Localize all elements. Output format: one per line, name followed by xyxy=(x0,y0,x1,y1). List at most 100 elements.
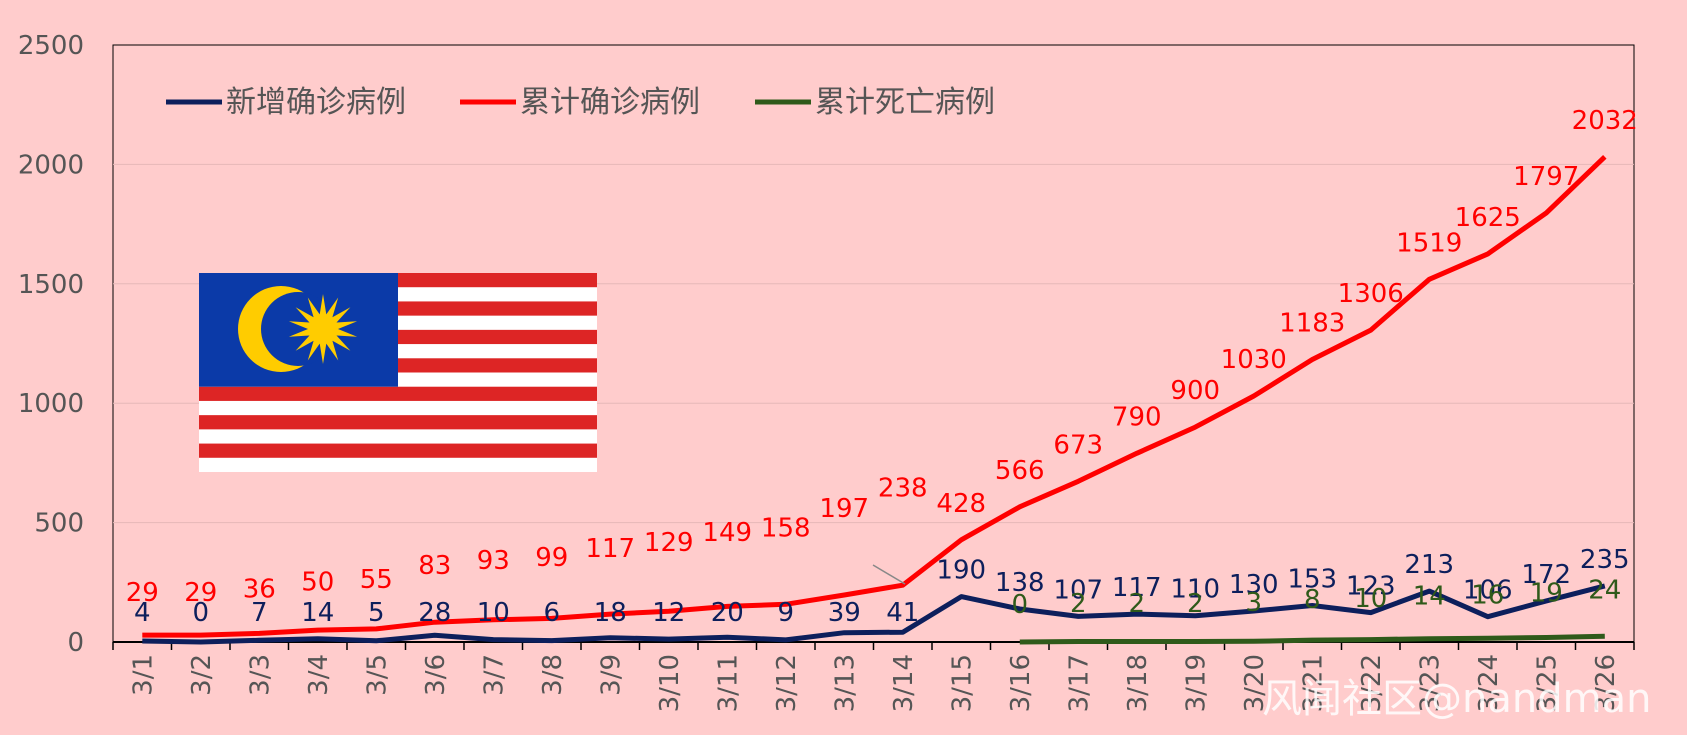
data-label: 172 xyxy=(1521,560,1571,590)
y-tick-label: 2000 xyxy=(18,150,84,180)
x-tick-label: 3/9 xyxy=(596,654,626,696)
data-label: 10 xyxy=(477,598,510,628)
data-label: 10 xyxy=(1354,584,1387,614)
data-label: 0 xyxy=(192,598,209,628)
data-label: 8 xyxy=(1304,585,1321,615)
star-icon xyxy=(288,294,358,364)
data-label: 1519 xyxy=(1396,228,1462,258)
data-label: 213 xyxy=(1404,550,1454,580)
data-label: 19 xyxy=(1530,579,1563,609)
data-label: 900 xyxy=(1170,376,1220,406)
x-tick-label: 3/26 xyxy=(1591,654,1621,712)
data-label: 12 xyxy=(652,598,685,628)
data-label: 6 xyxy=(543,598,560,628)
x-tick-label: 3/4 xyxy=(304,654,334,696)
x-tick-label: 3/13 xyxy=(830,654,860,712)
data-label: 130 xyxy=(1229,570,1279,600)
series-line xyxy=(142,583,1606,645)
x-tick-label: 3/14 xyxy=(889,654,919,712)
data-label: 55 xyxy=(360,565,393,595)
data-label: 2 xyxy=(1128,589,1145,619)
data-label: 2 xyxy=(1187,589,1204,619)
x-tick-label: 3/20 xyxy=(1240,654,1270,712)
x-tick-label: 3/17 xyxy=(1064,654,1094,712)
data-label: 197 xyxy=(819,494,869,524)
data-label: 50 xyxy=(301,568,334,598)
data-label: 238 xyxy=(878,474,928,504)
data-label: 129 xyxy=(644,528,694,558)
data-label: 99 xyxy=(535,543,568,573)
x-tick-label: 3/12 xyxy=(772,654,802,712)
x-tick-label: 3/3 xyxy=(245,654,275,696)
x-tick-label: 3/19 xyxy=(1181,654,1211,712)
data-label: 673 xyxy=(1053,430,1103,460)
x-tick-label: 3/8 xyxy=(538,654,568,696)
y-axis: 0 500 1000 1500 2000 2500 xyxy=(18,31,84,658)
data-label: 4 xyxy=(134,598,151,628)
x-tick-label: 3/21 xyxy=(1298,654,1328,712)
data-label: 1183 xyxy=(1279,308,1345,338)
data-label: 7 xyxy=(251,598,268,628)
legend-label: 累计确诊病例 xyxy=(520,85,700,120)
x-tick-label: 3/24 xyxy=(1474,654,1504,712)
data-label: 158 xyxy=(761,514,811,544)
data-label: 18 xyxy=(594,598,627,628)
legend-item-new-cases: 新增确诊病例 xyxy=(166,85,406,120)
data-label: 39 xyxy=(828,598,861,628)
data-label: 106 xyxy=(1463,576,1513,606)
legend-item-total-cases: 累计确诊病例 xyxy=(460,85,700,120)
data-label: 1030 xyxy=(1221,345,1287,375)
data-label: 16 xyxy=(1471,580,1504,610)
y-tick-label: 0 xyxy=(67,628,84,658)
x-tick-label: 3/1 xyxy=(128,654,158,696)
data-label: 9 xyxy=(777,598,794,628)
x-tick-label: 3/18 xyxy=(1123,654,1153,712)
data-label: 0 xyxy=(1011,590,1028,620)
x-tick-label: 3/23 xyxy=(1415,654,1445,712)
data-label: 2032 xyxy=(1572,106,1638,136)
legend: 新增确诊病例 累计确诊病例 累计死亡病例 xyxy=(166,85,995,120)
flag-stripe xyxy=(199,386,597,401)
data-label: 20 xyxy=(711,598,744,628)
x-tick-label: 3/22 xyxy=(1357,654,1387,712)
data-label: 24 xyxy=(1588,576,1621,606)
data-label: 5 xyxy=(368,598,385,628)
legend-label: 新增确诊病例 xyxy=(226,85,406,120)
data-label: 566 xyxy=(995,456,1045,486)
x-tick-label: 3/2 xyxy=(187,654,217,696)
data-label: 3 xyxy=(1245,588,1262,618)
data-label: 29 xyxy=(184,578,217,608)
y-tick-label: 1000 xyxy=(18,389,84,419)
data-label: 1306 xyxy=(1338,279,1404,309)
legend-label: 累计死亡病例 xyxy=(815,85,995,120)
data-label: 138 xyxy=(995,568,1045,598)
x-tick-label: 3/7 xyxy=(479,654,509,696)
data-label: 1797 xyxy=(1513,162,1579,192)
data-label: 190 xyxy=(936,556,986,586)
x-tick-label: 3/11 xyxy=(713,654,743,712)
x-tick-label: 3/5 xyxy=(362,654,392,696)
data-label: 29 xyxy=(126,578,159,608)
series-line xyxy=(1019,633,1605,645)
data-label: 83 xyxy=(418,551,451,581)
series-line xyxy=(142,154,1607,638)
legend-item-total-deaths: 累计死亡病例 xyxy=(755,85,995,120)
data-label: 117 xyxy=(585,534,635,564)
data-label: 235 xyxy=(1580,545,1630,575)
data-label: 149 xyxy=(702,518,752,548)
data-label: 93 xyxy=(477,546,510,576)
malaysia-flag xyxy=(199,273,597,472)
y-tick-label: 2500 xyxy=(18,31,84,61)
data-label: 14 xyxy=(1413,582,1446,612)
data-label: 28 xyxy=(418,598,451,628)
data-label: 1625 xyxy=(1455,203,1521,233)
data-label: 14 xyxy=(301,598,334,628)
data-label: 117 xyxy=(1112,573,1162,603)
x-tick-label: 3/15 xyxy=(947,654,977,712)
flag-stripe xyxy=(199,415,597,430)
x-tick-label: 3/25 xyxy=(1532,654,1562,712)
x-tick-label: 3/10 xyxy=(655,654,685,712)
data-label: 110 xyxy=(1170,575,1220,605)
